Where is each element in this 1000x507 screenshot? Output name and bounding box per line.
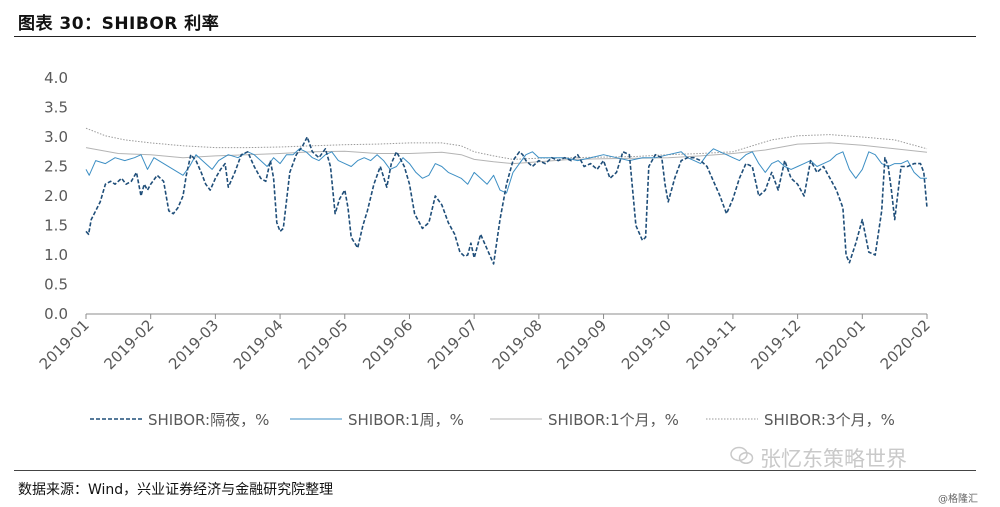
series-line-3 (85, 127, 928, 160)
y-tick-label: 4.0 (44, 69, 68, 87)
x-tick-label: 2019-05 (295, 316, 352, 373)
figure-title: 图表 30：SHIBOR 利率 (18, 14, 220, 34)
y-tick-label: 3.5 (44, 99, 68, 117)
x-tick-label: 2019-07 (424, 316, 481, 373)
x-tick-label: 2020-01 (812, 316, 869, 373)
legend-label: SHIBOR:3个月，% (764, 411, 895, 429)
x-tick-label: 2020-02 (877, 316, 934, 373)
x-tick-label: 2019-06 (359, 316, 416, 373)
y-tick-label: 3.0 (44, 128, 68, 146)
watermark-text: 张忆东策略世界 (760, 447, 907, 471)
title-rule (14, 36, 976, 37)
legend-label: SHIBOR:隔夜，% (148, 411, 269, 429)
y-tick-label: 2.5 (44, 158, 68, 176)
x-tick-label: 2019-11 (683, 316, 740, 373)
x-tick-label: 2019-12 (747, 316, 804, 373)
x-tick-label: 2019-02 (100, 316, 157, 373)
y-tick-label: 0.0 (44, 305, 68, 323)
credit-text: @格隆汇 (938, 494, 978, 505)
source-rule (14, 470, 976, 471)
source-note: 数据来源：Wind，兴业证券经济与金融研究院整理 (18, 482, 334, 498)
series-line-2 (85, 142, 928, 165)
series-line-1 (85, 148, 927, 194)
x-tick-label: 2019-10 (618, 316, 675, 373)
wechat-icon (730, 446, 754, 465)
y-tick-label: 0.5 (44, 276, 68, 294)
y-tick-label: 1.0 (44, 246, 68, 264)
x-tick-label: 2019-03 (165, 316, 222, 373)
x-tick-label: 2019-08 (489, 316, 546, 373)
y-axis-ticks: 0.0 0.5 1.0 1.5 2.0 2.5 3.0 3.5 4.0 (44, 69, 68, 323)
series-lines (85, 127, 928, 265)
legend-label: SHIBOR:1周，% (348, 411, 464, 429)
y-tick-label: 1.5 (44, 217, 68, 235)
chart-legend: SHIBOR:隔夜，% SHIBOR:1周，% SHIBOR:1个月，% SHIBOR… (90, 411, 895, 429)
y-tick-label: 2.0 (44, 187, 68, 205)
x-tick-label: 2019-04 (230, 316, 287, 373)
x-tick-label: 2019-09 (553, 316, 610, 373)
x-axis: 2019-01 2019-02 2019-03 2019-04 2019-05 2019-… (36, 313, 934, 373)
x-tick-label: 2019-01 (36, 316, 93, 373)
legend-label: SHIBOR:1个月，% (548, 411, 679, 429)
series-line-0 (85, 136, 928, 265)
shibor-line-chart: 0.00.51.01.52.02.53.03.54.0 2019-01 2019-… (36, 69, 934, 429)
